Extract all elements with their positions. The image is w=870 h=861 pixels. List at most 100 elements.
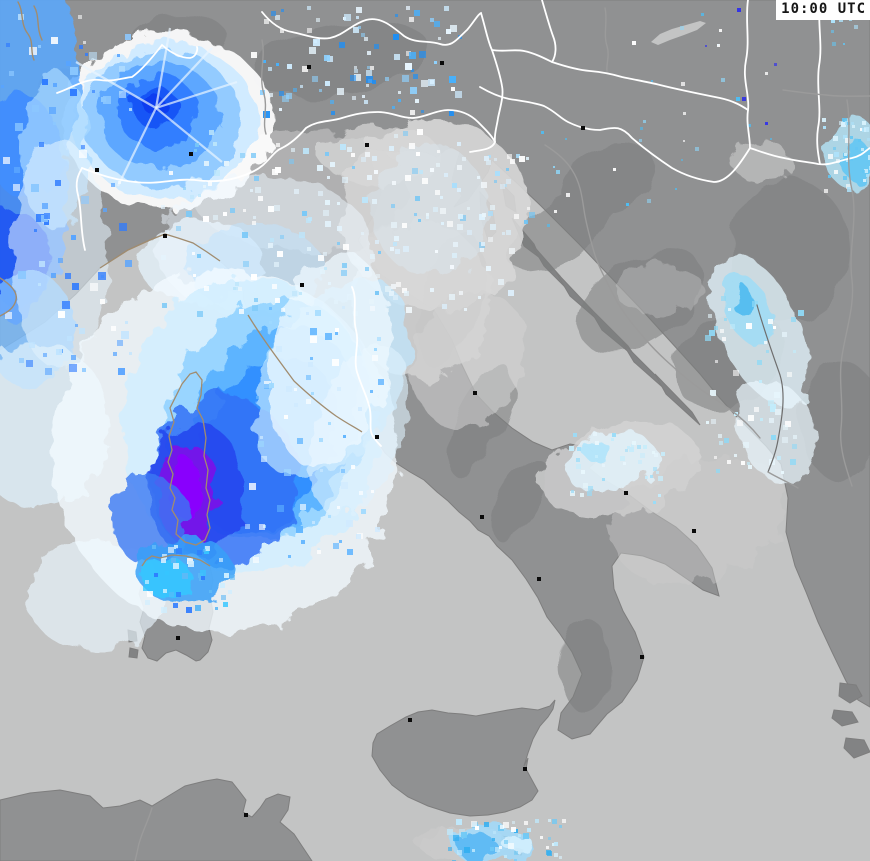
radar-cell-adriatic-haze: [385, 308, 389, 312]
radar-cell-adriatic-haze: [391, 222, 397, 228]
radar-cell-po-valley: [403, 131, 408, 136]
radar-cell-hungary: [701, 13, 704, 16]
city-dot-venice: [365, 143, 369, 147]
radar-cell-gargano: [638, 460, 642, 464]
radar-cell-right-edge: [852, 125, 855, 128]
radar-cell-nw-france: [1, 85, 4, 88]
radar-cell-sardinia-north: [215, 607, 218, 610]
radar-cell-right-edge: [843, 135, 847, 139]
radar-cell-ne-italy: [490, 224, 496, 230]
radar-cell-po-valley: [337, 202, 340, 205]
radar-cell-po-valley: [353, 311, 358, 316]
radar-cell-alps-cells: [330, 100, 334, 104]
radar-cell-alps-cells: [312, 76, 318, 82]
radar-cell-adriatic-haze: [506, 230, 511, 235]
radar-cell-balkan-band: [768, 400, 774, 406]
radar-cell-nw-france: [78, 15, 82, 19]
radar-cell-tyrrhenian-fan: [346, 520, 353, 527]
radar-cell-alps-cells: [366, 70, 372, 76]
radar-cell-balkan-band: [775, 409, 781, 415]
radar-blob: [251, 22, 429, 98]
radar-cell-tyrrhenian-fan: [343, 435, 346, 438]
radar-cell-nw-france: [44, 220, 49, 225]
radar-cell-gargano: [620, 456, 625, 461]
border-slovenia-branch: [491, 49, 504, 143]
radar-cell-hungary: [705, 45, 707, 47]
radar-cell-tyrrhenian-fan: [337, 387, 341, 391]
radar-cell-nw-france: [26, 360, 33, 367]
radar-cell-right-edge: [862, 121, 866, 125]
radar-cell-po-valley: [324, 267, 327, 270]
radar-cell-po-valley: [370, 254, 375, 259]
radar-cell-ne-italy: [527, 207, 530, 210]
radar-cell-south-sicily: [475, 826, 479, 830]
radar-cell-balkan-band: [769, 418, 774, 423]
radar-cell-nw-france: [34, 229, 37, 232]
radar-cell-alps-cells: [300, 85, 303, 88]
radar-cell-tyrrhenian-fan: [372, 355, 378, 361]
radar-cell-po-valley: [238, 287, 242, 291]
radar-cell-po-valley: [272, 169, 278, 175]
city-dot-genoa: [163, 234, 167, 238]
radar-cell-po-valley: [299, 232, 305, 238]
radar-cell-adriatic-haze: [467, 207, 470, 210]
city-dot-tunis: [244, 813, 248, 817]
radar-cell-croatia: [639, 139, 642, 142]
radar-cell-adriatic-haze: [509, 248, 515, 254]
radar-cell-gargano: [570, 491, 575, 496]
radar-cell-po-valley: [391, 204, 395, 208]
radar-cell-nw-france: [75, 324, 78, 327]
radar-cell-po-valley: [317, 165, 323, 171]
radar-cell-ne-italy: [524, 220, 528, 224]
radar-cell-nw-france: [14, 167, 20, 173]
radar-cell-alps-cells: [362, 95, 365, 98]
radar-cell-po-valley: [361, 232, 364, 235]
city-layer: [95, 61, 696, 817]
radar-cell-tyrrhenian-fan: [306, 375, 311, 380]
radar-cell-sardinia-north: [188, 561, 194, 567]
radar-cell-adriatic-haze: [506, 179, 511, 184]
radar-cell-po-valley: [342, 263, 347, 268]
radar-cell-po-valley: [299, 292, 302, 295]
radar-cell-hungary: [651, 80, 653, 82]
radar-cell-right-edge: [864, 127, 869, 132]
radar-cell-tyrrhenian-fan: [276, 346, 282, 352]
radar-cell-ne-italy: [458, 214, 463, 219]
radar-cell-po-valley: [343, 244, 349, 250]
radar-cell-nw-france: [92, 90, 95, 93]
radar-cell-po-valley: [235, 287, 238, 290]
radar-cell-adriatic-haze: [481, 242, 485, 246]
radar-cell-nw-france: [29, 342, 35, 348]
radar-cell-tyrrhenian-fan: [339, 540, 342, 543]
radar-cell-gargano: [653, 501, 656, 504]
radar-cell-alps-cells: [451, 87, 455, 91]
radar-cell-gargano: [571, 490, 574, 493]
radar-cell-alps-cells: [361, 33, 365, 37]
radar-cell-gargano: [654, 453, 658, 457]
radar-cell-alps-cells: [307, 28, 312, 33]
radar-cell-sardinia-north: [230, 575, 235, 580]
radar-cell-adriatic-haze: [449, 294, 455, 300]
radar-cell-alps-cells: [293, 88, 297, 92]
radar-cell-adriatic-haze: [488, 237, 493, 242]
radar-cell-gargano: [577, 447, 581, 451]
radar-cell-tyrrhenian-fan: [306, 399, 311, 404]
radar-cell-right-edge: [860, 128, 863, 131]
lake-balaton: [651, 21, 706, 45]
radar-cell-alps-cells: [450, 25, 457, 32]
radar-cell-gargano: [625, 449, 628, 452]
radar-cell-alps-cells: [421, 80, 428, 87]
radar-cell-tyrrhenian-fan: [310, 328, 317, 335]
radar-cell-adriatic-haze: [372, 156, 377, 161]
radar-cell-alps-cells: [393, 34, 399, 40]
radar-blob: [800, 360, 870, 480]
radar-cell-sardinia-north: [224, 573, 229, 578]
radar-cell-tyrrhenian-fan: [306, 312, 309, 315]
radar-cell-po-valley: [280, 235, 284, 239]
radar-cell-south-sicily: [508, 843, 514, 849]
radar-cell-nw-france: [55, 180, 61, 186]
radar-cell-po-valley: [162, 303, 167, 308]
radar-cell-nw-france: [79, 150, 87, 158]
radar-cell-ne-italy: [495, 171, 500, 176]
radar-cell-balkan-band: [716, 469, 720, 473]
